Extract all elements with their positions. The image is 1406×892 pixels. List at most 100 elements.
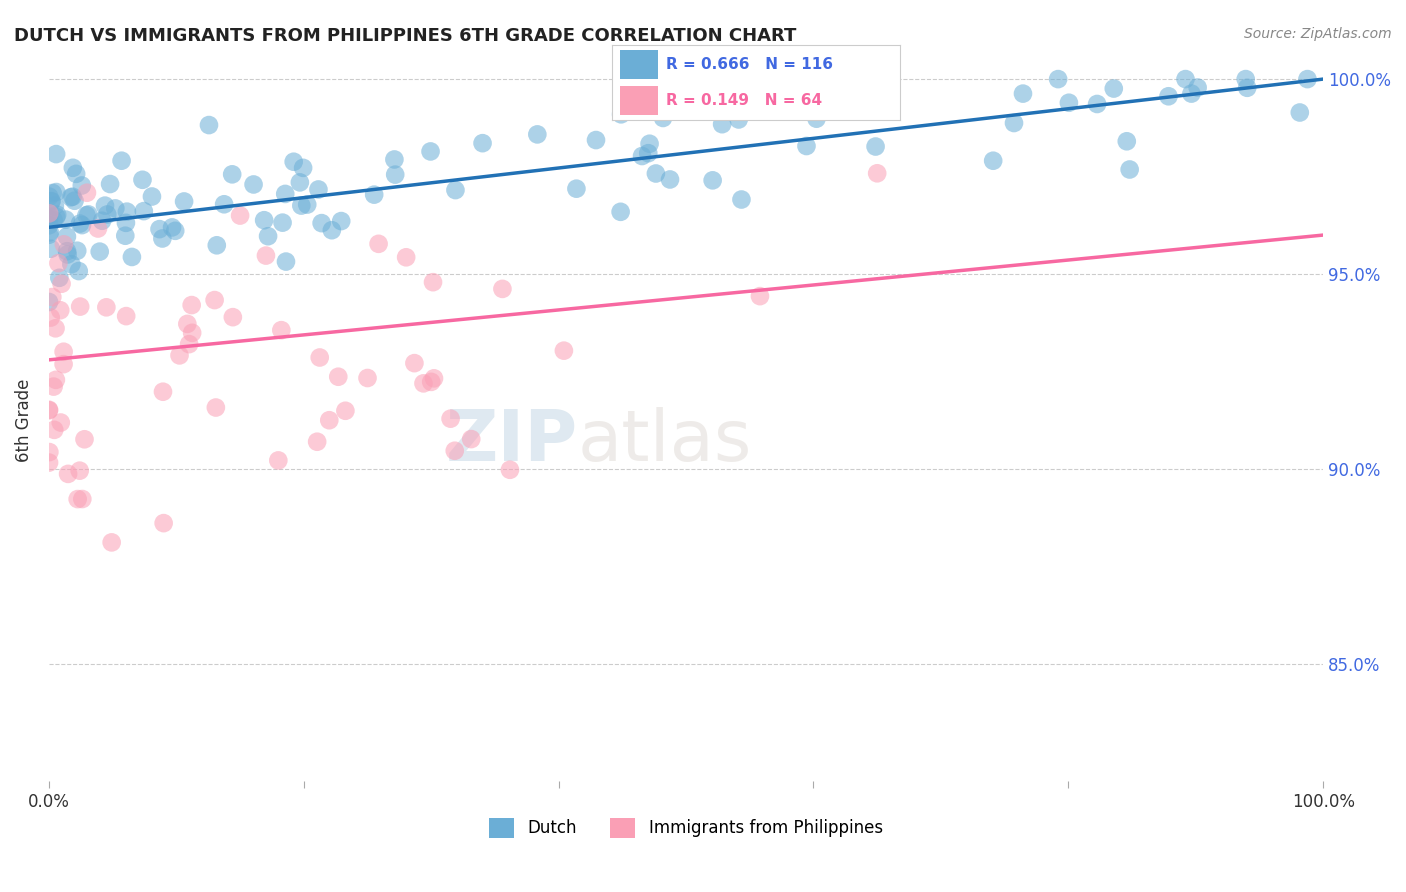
Point bbox=[318, 413, 340, 427]
Bar bbox=[620, 50, 658, 78]
Point bbox=[420, 375, 443, 389]
Point bbox=[267, 453, 290, 467]
Point bbox=[44, 199, 66, 213]
Point bbox=[38, 403, 60, 417]
Point bbox=[439, 411, 461, 425]
Point bbox=[66, 492, 89, 507]
Point bbox=[49, 303, 72, 318]
Point bbox=[412, 376, 434, 391]
Point bbox=[69, 300, 91, 314]
Point bbox=[115, 309, 138, 323]
Point bbox=[41, 290, 63, 304]
Point bbox=[367, 236, 389, 251]
Point bbox=[115, 204, 138, 219]
Point bbox=[65, 167, 87, 181]
Point bbox=[41, 194, 63, 208]
Point bbox=[141, 189, 163, 203]
Point bbox=[55, 212, 77, 227]
Point bbox=[56, 467, 79, 481]
Point bbox=[44, 423, 66, 437]
Point bbox=[48, 256, 70, 270]
Point bbox=[1085, 97, 1108, 112]
Point bbox=[121, 250, 143, 264]
Point bbox=[132, 204, 155, 219]
Point bbox=[307, 434, 329, 449]
Point bbox=[204, 293, 226, 307]
Point bbox=[180, 298, 202, 312]
Point bbox=[38, 219, 60, 233]
Point bbox=[363, 187, 385, 202]
Point bbox=[38, 295, 60, 310]
Point bbox=[221, 167, 243, 181]
Y-axis label: 6th Grade: 6th Grade bbox=[15, 378, 32, 462]
Point bbox=[45, 373, 67, 387]
Point bbox=[46, 208, 69, 222]
Point bbox=[42, 379, 65, 393]
Point bbox=[38, 189, 60, 203]
Point bbox=[49, 416, 72, 430]
Point bbox=[52, 357, 75, 371]
Point bbox=[330, 214, 353, 228]
Point bbox=[62, 161, 84, 175]
Point bbox=[311, 216, 333, 230]
Point bbox=[404, 356, 426, 370]
Point bbox=[297, 197, 319, 211]
Point bbox=[39, 310, 62, 325]
Point bbox=[796, 139, 818, 153]
Point bbox=[152, 516, 174, 530]
Point bbox=[242, 178, 264, 192]
Point bbox=[165, 224, 187, 238]
Point bbox=[62, 190, 84, 204]
Point bbox=[789, 72, 811, 87]
Point bbox=[96, 301, 118, 315]
Point bbox=[423, 371, 446, 385]
Point bbox=[115, 216, 138, 230]
Point bbox=[283, 154, 305, 169]
Point bbox=[181, 326, 204, 340]
Point bbox=[69, 217, 91, 231]
Point bbox=[1002, 116, 1025, 130]
Point bbox=[422, 275, 444, 289]
Point bbox=[148, 222, 170, 236]
Point bbox=[270, 323, 292, 337]
Point bbox=[444, 183, 467, 197]
Point bbox=[1047, 72, 1070, 87]
Point bbox=[1180, 87, 1202, 101]
Point bbox=[38, 456, 60, 470]
Point bbox=[38, 212, 60, 227]
Point bbox=[38, 210, 60, 224]
Point bbox=[659, 172, 682, 186]
Point bbox=[254, 249, 277, 263]
Point bbox=[274, 254, 297, 268]
Point bbox=[1236, 80, 1258, 95]
Point bbox=[1174, 72, 1197, 87]
Point bbox=[419, 145, 441, 159]
Point bbox=[292, 161, 315, 175]
Point bbox=[356, 371, 378, 385]
Point bbox=[98, 177, 121, 191]
Point bbox=[38, 402, 60, 417]
Point bbox=[288, 175, 311, 189]
Point bbox=[384, 153, 406, 167]
Point bbox=[610, 107, 633, 121]
Point bbox=[176, 317, 198, 331]
Point bbox=[173, 194, 195, 209]
Point bbox=[869, 84, 891, 98]
Point bbox=[1057, 95, 1080, 110]
Point bbox=[198, 118, 221, 132]
Point bbox=[51, 277, 73, 291]
Point bbox=[274, 186, 297, 201]
Point bbox=[806, 112, 828, 126]
Point bbox=[42, 213, 65, 227]
Point bbox=[70, 178, 93, 193]
Point bbox=[205, 401, 228, 415]
Point bbox=[160, 220, 183, 235]
Point bbox=[59, 190, 82, 204]
Point bbox=[443, 443, 465, 458]
Point bbox=[73, 432, 96, 446]
Point bbox=[1157, 89, 1180, 103]
Point bbox=[727, 112, 749, 127]
Point bbox=[38, 227, 60, 242]
Point bbox=[63, 194, 86, 208]
Text: DUTCH VS IMMIGRANTS FROM PHILIPPINES 6TH GRADE CORRELATION CHART: DUTCH VS IMMIGRANTS FROM PHILIPPINES 6TH… bbox=[14, 27, 796, 45]
